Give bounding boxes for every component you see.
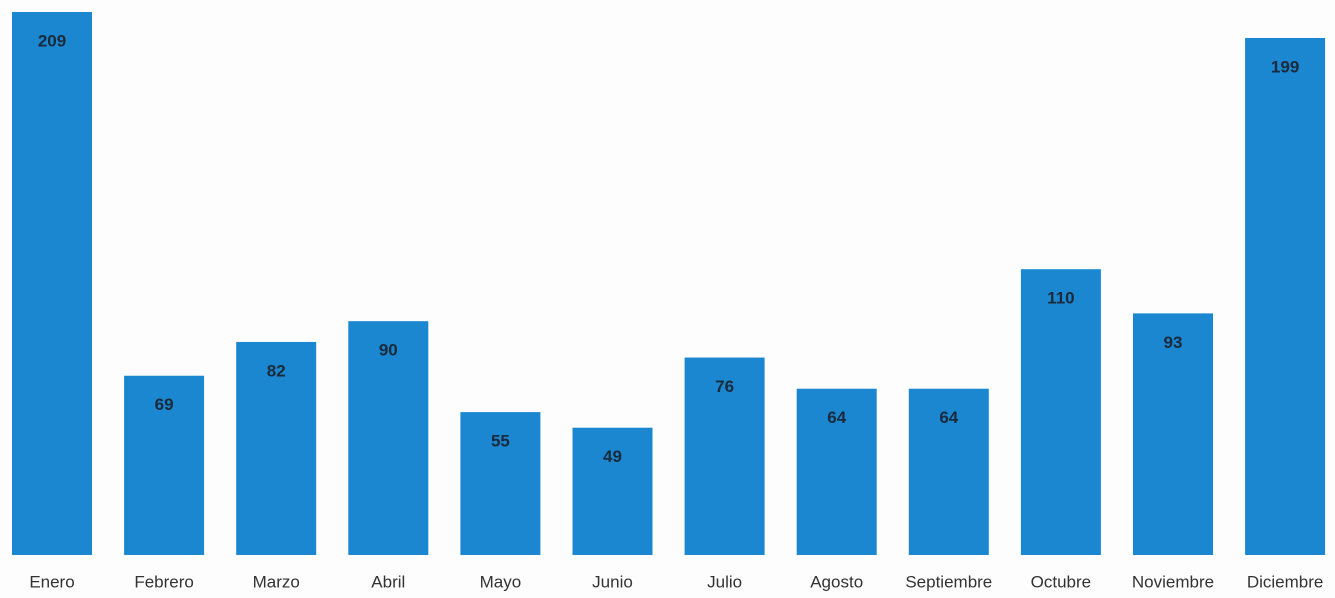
x-tick-label: Enero — [29, 572, 74, 591]
x-tick-label: Julio — [707, 572, 742, 591]
bar — [684, 357, 765, 555]
x-tick-label: Marzo — [253, 572, 300, 591]
bar — [1133, 313, 1213, 555]
x-tick-label: Noviembre — [1132, 572, 1214, 591]
value-label: 90 — [379, 341, 398, 360]
bar — [796, 388, 877, 555]
value-label: 82 — [267, 361, 286, 380]
bar — [348, 321, 429, 555]
value-label: 93 — [1164, 333, 1183, 352]
bar — [908, 388, 989, 555]
x-tick-label: Febrero — [134, 572, 194, 591]
x-tick-label: Junio — [592, 572, 633, 591]
value-label: 69 — [155, 395, 174, 414]
x-tick-label: Septiembre — [905, 572, 992, 591]
value-label: 49 — [603, 447, 622, 466]
bar — [236, 341, 317, 555]
bar — [1245, 37, 1326, 556]
value-label: 110 — [1047, 289, 1074, 308]
value-label: 76 — [715, 377, 734, 396]
value-label: 64 — [827, 408, 846, 427]
value-label: 199 — [1271, 57, 1299, 76]
x-tick-label: Octubre — [1031, 572, 1091, 591]
bar — [124, 375, 205, 555]
bar — [460, 412, 541, 555]
x-tick-label: Agosto — [810, 572, 863, 591]
value-label: 55 — [491, 432, 510, 451]
bar — [12, 12, 92, 555]
value-label: 209 — [38, 31, 66, 50]
value-label: 64 — [939, 408, 958, 427]
bar — [1020, 269, 1101, 555]
x-tick-label: Abril — [371, 572, 405, 591]
x-tick-label: Mayo — [480, 572, 522, 591]
bar — [572, 427, 653, 555]
x-tick-label: Diciembre — [1247, 572, 1324, 591]
